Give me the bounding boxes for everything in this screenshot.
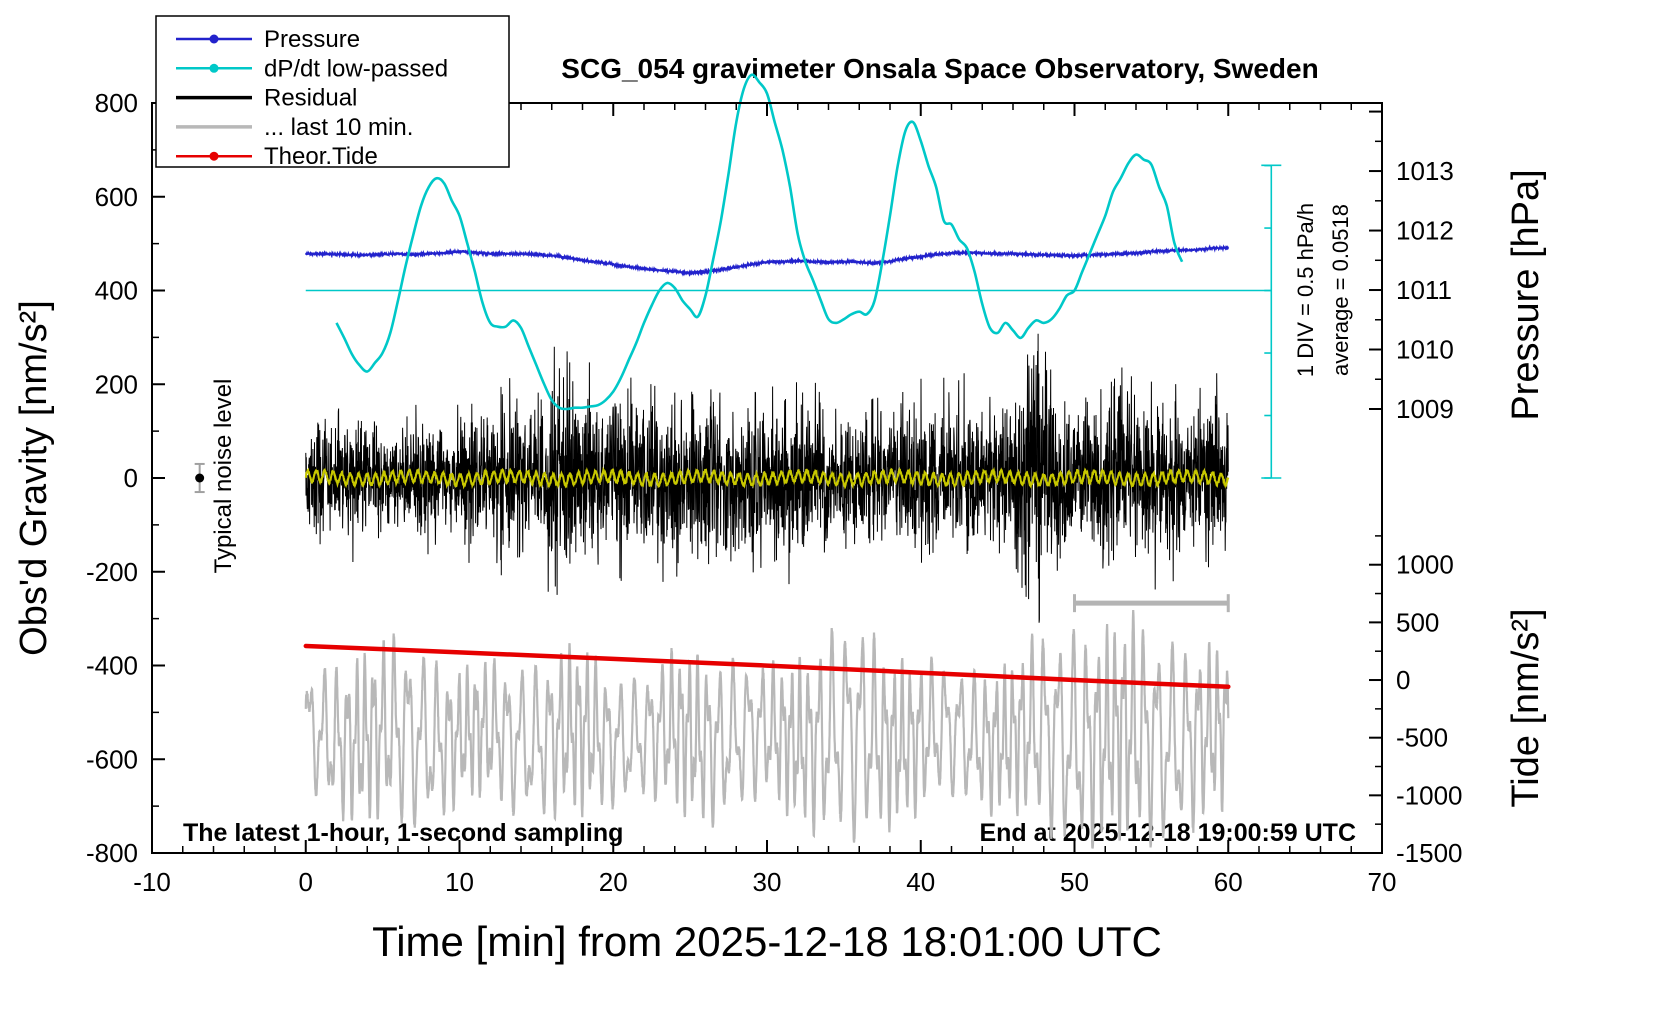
x-axis-tick-label: 50 <box>1060 867 1089 897</box>
tide-axis-tick-label: 500 <box>1396 607 1439 637</box>
pressure-axis-tick-label: 1010 <box>1396 335 1454 365</box>
legend-swatch-dot <box>209 34 219 44</box>
chart-title: SCG_054 gravimeter Onsala Space Observat… <box>561 53 1318 84</box>
residual-series-line <box>305 333 1229 623</box>
axes-layer: -10 0 10 20 30 40 50 60 70 -800 -600 -400 -200 0 200 40… <box>86 88 1463 897</box>
gravity-axis-tick-label: -400 <box>86 651 138 681</box>
dpdt-series-line <box>335 73 1184 411</box>
legend-label: Pressure <box>264 26 360 53</box>
gravity-axis-tick-label: -800 <box>86 838 138 868</box>
legend-swatch-dot <box>209 151 219 161</box>
div-scale-label: 1 DIV = 0.5 hPa/h <box>1293 203 1318 377</box>
gravity-axis-tick-label: 600 <box>95 182 138 212</box>
gravity-axis-tick-label: 200 <box>95 369 138 399</box>
legend-label: Theor.Tide <box>264 143 378 170</box>
last10min-series-line <box>304 610 1230 849</box>
legend-label: Residual <box>264 85 357 112</box>
x-axis-tick-label: 0 <box>299 867 313 897</box>
x-axis-title: Time [min] from 2025-12-18 18:01:00 UTC <box>372 918 1162 965</box>
average-label: average = 0.0518 <box>1328 204 1353 376</box>
tide-axis-tick-label: 0 <box>1396 665 1410 695</box>
sampling-note: The latest 1-hour, 1-second sampling <box>183 819 623 847</box>
pressure-series-line <box>304 244 1230 277</box>
tide-axis-tick-label: -1500 <box>1396 838 1463 868</box>
noise-level-label: Typical noise level <box>210 379 237 574</box>
dpdt-scale <box>305 164 1282 479</box>
tide-axis-tick-label: -500 <box>1396 723 1448 753</box>
legend-label: dP/dt low-passed <box>264 55 448 82</box>
lowpass-series-line <box>304 466 1230 490</box>
pressure-axis-tick-label: 1013 <box>1396 156 1454 186</box>
gravity-axis-tick-label: 800 <box>95 88 138 118</box>
end-time-note: End at 2025-12-18 19:00:59 UTC <box>979 819 1356 847</box>
x-axis-tick-label: 60 <box>1214 867 1243 897</box>
last10-window-bar <box>1073 594 1230 613</box>
pressure-axis-tick-label: 1012 <box>1396 216 1454 246</box>
x-axis-tick-label: 10 <box>445 867 474 897</box>
noise-level-dot <box>195 473 205 483</box>
pressure-axis-tick-label: 1009 <box>1396 394 1454 424</box>
noise-level-marker <box>194 462 205 494</box>
x-axis-tick-label: 20 <box>599 867 628 897</box>
gravity-axis-tick-label: -600 <box>86 744 138 774</box>
legend-label: ... last 10 min. <box>264 114 413 141</box>
x-axis-tick-label: 30 <box>753 867 782 897</box>
pressure-axis-tick-label: 1011 <box>1396 275 1452 305</box>
tide-axis-tick-label: 1000 <box>1396 550 1454 580</box>
gravity-axis-tick-label: 400 <box>95 276 138 306</box>
gravity-axis-title: Obs'd Gravity [nm/s²] <box>13 300 55 656</box>
series-layer <box>303 73 1231 849</box>
tide-series-line <box>303 643 1231 689</box>
pressure-axis-title: Pressure [hPa] <box>1505 169 1547 420</box>
gravity-axis-tick-label: 0 <box>124 463 138 493</box>
x-axis-tick-label: 40 <box>906 867 935 897</box>
gravity-axis-tick-label: -200 <box>86 557 138 587</box>
x-axis-tick-label: 70 <box>1368 867 1397 897</box>
tide-axis-tick-label: -1000 <box>1396 780 1463 810</box>
tide-axis-title: Tide [nm/s²] <box>1505 608 1547 807</box>
x-axis-tick-label: -10 <box>133 867 171 897</box>
legend-swatch-dot <box>209 63 219 73</box>
